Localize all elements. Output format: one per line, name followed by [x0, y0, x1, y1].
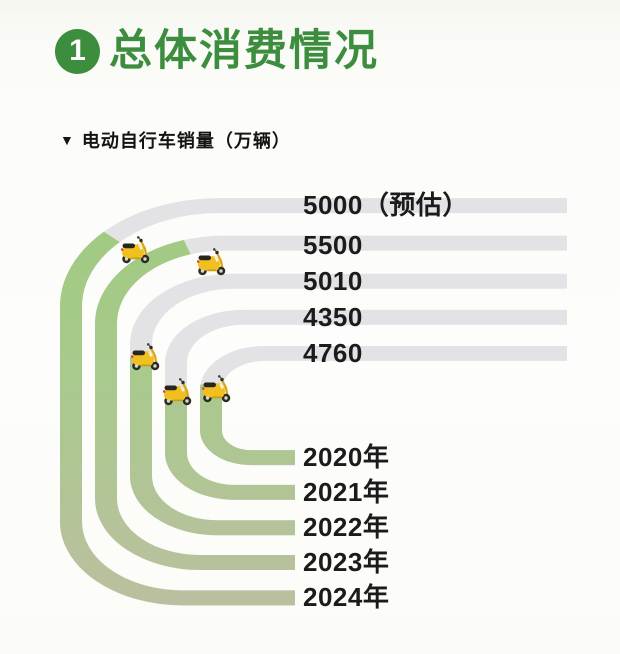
value-label-2023: 5500 [303, 230, 363, 260]
scooter-icon-2024 [119, 236, 151, 264]
page-header: 1 总体消费情况 [55, 27, 379, 75]
track-progress-2024 [60, 198, 567, 606]
year-label-2020: 2020年 [303, 442, 390, 472]
year-label-2023: 2023年 [303, 547, 390, 577]
year-label-2021: 2021年 [303, 477, 390, 507]
track-progress-2022 [130, 273, 567, 536]
track-progress-2023 [95, 235, 567, 570]
year-label-2022: 2022年 [303, 512, 390, 542]
year-label-2024: 2024年 [303, 582, 390, 612]
chart-subtitle-label: 电动自行车销量（万辆） [81, 131, 291, 151]
section-number-badge: 1 [55, 28, 100, 74]
track-progress-2020 [200, 345, 567, 466]
track-remaining-2020 [200, 345, 567, 466]
value-label-2024: 5000（预估） [303, 190, 469, 220]
page-title: 总体消费情况 [109, 27, 379, 75]
value-label-2021: 4350 [303, 302, 363, 332]
chart-subtitle: ▼ 电动自行车销量（万辆） [60, 127, 291, 153]
value-label-2020: 4760 [303, 338, 363, 368]
track-progress-2021 [165, 309, 567, 500]
triangle-marker-icon: ▼ [60, 132, 75, 148]
value-label-2022: 5010 [303, 266, 363, 296]
